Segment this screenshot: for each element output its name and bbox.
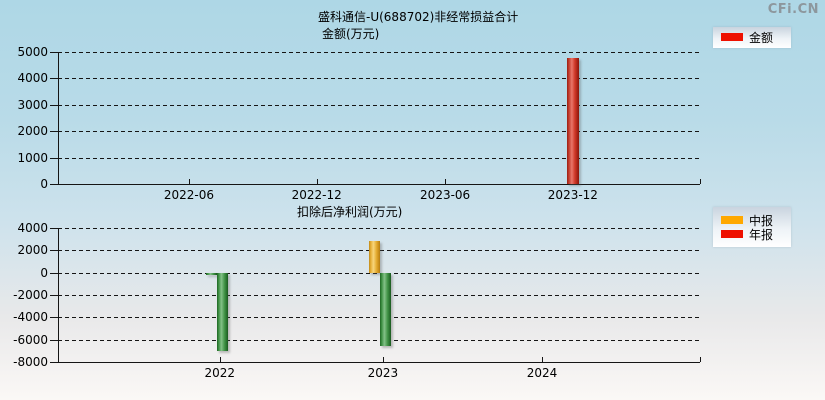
y-axis-label: 2000 bbox=[17, 243, 48, 258]
lower-chart-legend: 中报 年报 bbox=[713, 207, 791, 247]
x-axis-label: 2022 bbox=[204, 366, 236, 380]
cfi-watermark: CFi.CN bbox=[767, 2, 819, 17]
bar-中报-2023 bbox=[368, 241, 380, 273]
y-gridline bbox=[58, 157, 700, 159]
upper-chart-title: 盛科通信-U(688702)非经常损益合计 bbox=[318, 10, 519, 24]
legend-item-amount: 金额 bbox=[721, 30, 791, 45]
y-gridline bbox=[58, 228, 700, 229]
y-tick-mark bbox=[50, 104, 58, 106]
y-axis-label: -4000 bbox=[13, 310, 48, 325]
bar-年报-2023 bbox=[379, 272, 391, 347]
x-axis-end-tick bbox=[700, 357, 701, 362]
annual-legend-label: 年报 bbox=[749, 227, 774, 242]
y-axis-label: 3000 bbox=[17, 97, 48, 112]
upper-chart-legend: 金额 bbox=[713, 27, 791, 48]
x-axis-label: 2023-06 bbox=[420, 188, 471, 202]
y-gridline bbox=[58, 52, 700, 53]
y-axis-label: 1000 bbox=[17, 150, 48, 165]
y-axis-label: 5000 bbox=[17, 45, 48, 59]
y-tick-mark bbox=[50, 228, 58, 229]
x-axis-label: 2022-06 bbox=[163, 188, 215, 202]
y-axis-label: 2000 bbox=[17, 124, 48, 139]
y-gridline bbox=[58, 295, 700, 296]
y-tick-mark bbox=[50, 131, 58, 133]
x-tick-mark bbox=[316, 179, 318, 184]
y-tick-mark bbox=[50, 157, 58, 159]
x-axis-label: 2022-12 bbox=[291, 188, 342, 202]
y-tick-mark bbox=[50, 272, 58, 274]
x-tick-mark bbox=[382, 357, 384, 362]
legend-item-annual: 年报 bbox=[721, 227, 791, 242]
upper-chart-subtitle: 金额(万元) bbox=[322, 27, 380, 41]
interim-legend-label: 中报 bbox=[749, 213, 774, 228]
bar-年报-2022 bbox=[216, 272, 228, 351]
y-tick-mark bbox=[50, 250, 58, 252]
y-axis-label: -6000 bbox=[13, 332, 48, 347]
y-axis-line bbox=[58, 52, 59, 184]
legend-item-interim: 中报 bbox=[721, 213, 791, 228]
interim-legend-swatch bbox=[721, 216, 743, 224]
x-tick-mark bbox=[542, 357, 544, 362]
y-axis-label: -2000 bbox=[13, 288, 48, 302]
x-axis-end-tick bbox=[700, 179, 701, 184]
y-axis-label: 4000 bbox=[17, 221, 48, 235]
y-axis-line bbox=[58, 228, 59, 362]
y-gridline bbox=[58, 272, 700, 274]
lower-chart-title: 扣除后净利润(万元) bbox=[297, 205, 403, 219]
y-gridline bbox=[58, 78, 700, 80]
y-axis-label: 4000 bbox=[17, 71, 48, 86]
amount-legend-swatch bbox=[721, 33, 743, 41]
y-gridline bbox=[58, 339, 700, 341]
y-tick-mark bbox=[50, 317, 58, 319]
y-tick-mark bbox=[50, 78, 58, 80]
x-tick-mark bbox=[445, 179, 447, 184]
y-gridline bbox=[58, 104, 700, 106]
x-axis-line bbox=[58, 184, 700, 185]
x-axis-label: 2023-12 bbox=[547, 188, 598, 202]
y-axis-label: 0 bbox=[40, 265, 48, 280]
bar-金额-2023-12 bbox=[566, 58, 579, 184]
y-axis-label: -8000 bbox=[13, 355, 48, 369]
y-gridline bbox=[58, 131, 700, 133]
x-axis-label: 2023 bbox=[367, 366, 399, 380]
y-gridline bbox=[58, 317, 700, 319]
amount-legend-label: 金额 bbox=[749, 30, 774, 45]
x-tick-mark bbox=[188, 179, 190, 184]
y-tick-mark bbox=[50, 339, 58, 341]
x-axis-label: 2024 bbox=[526, 366, 558, 380]
bar-中报-2022 bbox=[205, 272, 217, 275]
x-axis-line bbox=[58, 362, 700, 363]
y-axis-label: 0 bbox=[40, 177, 48, 191]
y-tick-mark bbox=[50, 362, 58, 363]
annual-legend-swatch bbox=[721, 230, 743, 238]
y-tick-mark bbox=[50, 295, 58, 296]
x-tick-mark bbox=[219, 357, 221, 362]
y-tick-mark bbox=[50, 52, 58, 53]
y-tick-mark bbox=[50, 184, 58, 185]
